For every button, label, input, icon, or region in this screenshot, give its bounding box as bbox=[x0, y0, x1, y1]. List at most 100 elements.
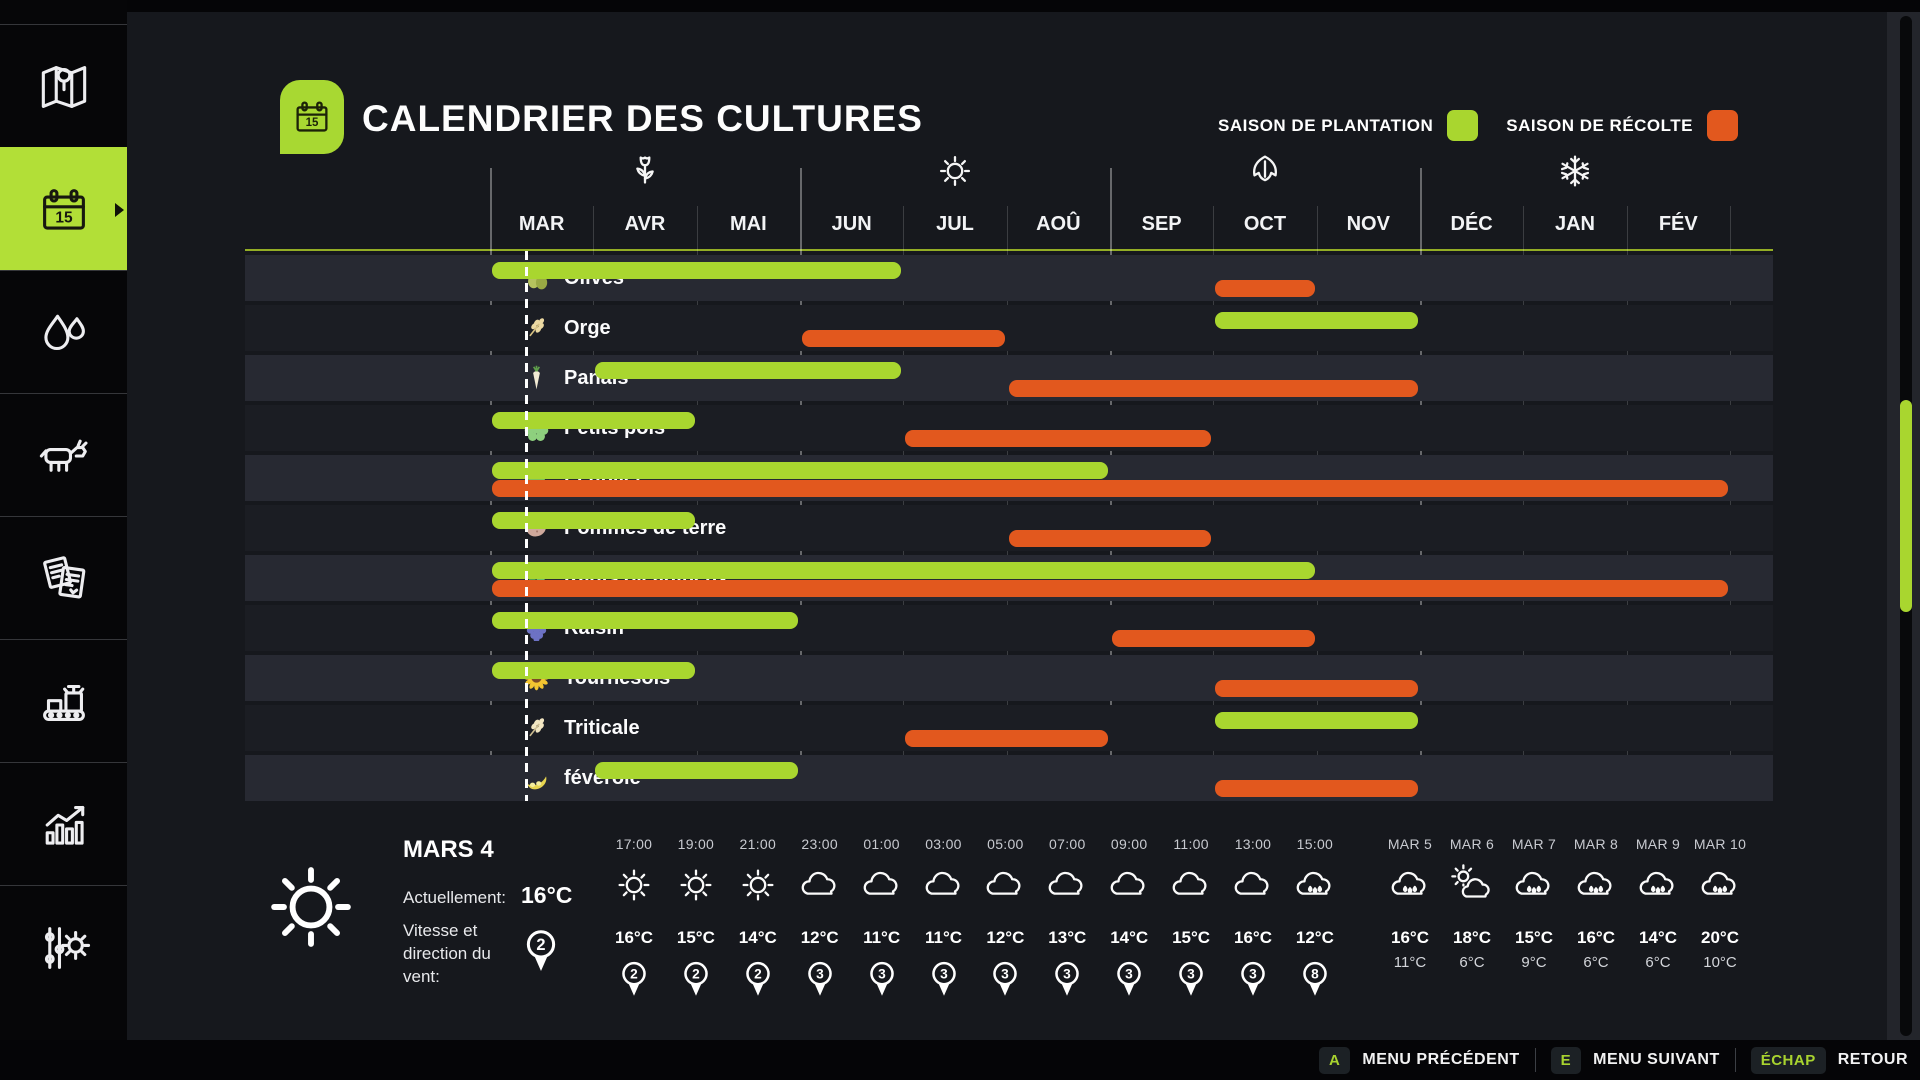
daily-low-mar-5: 11°C bbox=[1393, 954, 1427, 971]
plant-bar-tournesols bbox=[492, 662, 695, 679]
page-title: CALENDRIER DES CULTURES bbox=[362, 98, 923, 139]
autumn-leaf-icon bbox=[1242, 148, 1288, 194]
svg-text:15: 15 bbox=[55, 209, 73, 226]
harvest-color-swatch bbox=[1707, 110, 1738, 141]
daily-date-mar-9: MAR 9 bbox=[1635, 836, 1681, 852]
harvest-bar-olives bbox=[1215, 280, 1315, 297]
daily-date-mar-10: MAR 10 bbox=[1693, 836, 1747, 852]
crop-row-pommes-de-terre: Pommes de terre bbox=[245, 505, 1773, 551]
month-label-avr: AVR bbox=[624, 213, 666, 235]
svg-text:3: 3 bbox=[1249, 966, 1257, 981]
sidebar-item-contracts[interactable] bbox=[0, 516, 127, 640]
hourly-temp-05-00: 12°C bbox=[986, 928, 1025, 947]
svg-text:3: 3 bbox=[1063, 966, 1071, 981]
crop-row-raisin: Raisin bbox=[245, 605, 1773, 651]
hourly-time-23-00: 23:00 bbox=[801, 836, 838, 852]
hourly-weather-icon-sun-19-00 bbox=[673, 862, 719, 908]
plant-bar-radis-oleagineux bbox=[492, 562, 1315, 579]
header-underline bbox=[245, 249, 1773, 251]
calendar-icon: 15 bbox=[33, 179, 95, 241]
month-label-dec: DÉC bbox=[1450, 213, 1493, 235]
svg-text:2: 2 bbox=[754, 966, 762, 981]
svg-text:8: 8 bbox=[1311, 966, 1319, 981]
plant-bar-orge bbox=[1215, 312, 1418, 329]
hourly-wind-pin-11-00: 3 bbox=[1176, 960, 1206, 1000]
crop-icon-parsnip bbox=[523, 364, 550, 391]
sidebar-item-production[interactable] bbox=[0, 639, 127, 763]
legend-harvest-label: SAISON DE RÉCOLTE bbox=[1506, 115, 1693, 135]
svg-text:3: 3 bbox=[1125, 966, 1133, 981]
key-badge-echap: ÉCHAP bbox=[1750, 1046, 1826, 1074]
daily-date-mar-6: MAR 6 bbox=[1449, 836, 1495, 852]
daily-high-mar-9: 14°C bbox=[1639, 928, 1677, 947]
plant-bar-olives bbox=[492, 262, 902, 279]
sidebar-item-weather[interactable] bbox=[0, 270, 127, 394]
footer-separator bbox=[1534, 1048, 1536, 1072]
current-wind-direction-pin: 2 bbox=[523, 928, 559, 976]
daily-weather-icon-rain-mar-7 bbox=[1511, 862, 1557, 908]
hourly-wind-pin-07-00: 3 bbox=[1052, 960, 1082, 1000]
settings-icon bbox=[33, 917, 95, 979]
hourly-wind-pin-09-00: 3 bbox=[1114, 960, 1144, 1000]
month-label-jul: JUL bbox=[936, 213, 974, 235]
harvest-bar-triticale bbox=[905, 730, 1108, 747]
month-label-oct: OCT bbox=[1243, 213, 1287, 235]
hourly-weather-icon-cloud-11-00 bbox=[1168, 862, 1214, 908]
daily-high-mar-5: 16°C bbox=[1391, 928, 1429, 947]
menu-previous-button[interactable]: A MENU PRÉCÉDENT bbox=[1319, 1046, 1520, 1074]
daily-low-mar-10: 10°C bbox=[1703, 954, 1737, 971]
planting-color-swatch bbox=[1447, 110, 1479, 141]
hourly-wind-pin-13-00: 3 bbox=[1238, 960, 1268, 1000]
plant-bar-triticale bbox=[1215, 712, 1418, 729]
footer-separator bbox=[1734, 1048, 1736, 1072]
calendar-badge-glyph: 15 bbox=[289, 94, 335, 140]
back-button[interactable]: ÉCHAP RETOUR bbox=[1750, 1046, 1908, 1074]
daily-low-mar-8: 6°C bbox=[1583, 954, 1609, 971]
harvest-bar-petits-pois bbox=[905, 430, 1212, 447]
currently-label: Actuellement: bbox=[403, 888, 506, 907]
hourly-weather-icon-rain-15-00 bbox=[1292, 862, 1338, 908]
hourly-temp-03-00: 11°C bbox=[924, 928, 963, 947]
legend-planting-label: SAISON DE PLANTATION bbox=[1218, 115, 1434, 135]
hourly-weather-icon-cloud-09-00 bbox=[1106, 862, 1152, 908]
daily-weather-icon-rain-mar-8 bbox=[1573, 862, 1619, 908]
hourly-time-11-00: 11:00 bbox=[1173, 836, 1209, 852]
sidebar-item-map[interactable] bbox=[0, 24, 127, 148]
menu-next-button[interactable]: E MENU SUIVANT bbox=[1550, 1046, 1720, 1074]
key-badge-a: A bbox=[1319, 1046, 1351, 1074]
statistics-icon bbox=[33, 794, 95, 856]
hourly-time-09-00: 09:00 bbox=[1110, 836, 1148, 852]
crop-row-tournesols: Tournesols bbox=[245, 655, 1773, 701]
hourly-weather-icon-cloud-03-00 bbox=[921, 862, 967, 908]
month-label-aou: AOÛ bbox=[1036, 213, 1081, 235]
month-label-sep: SEP bbox=[1141, 213, 1182, 235]
scrollbar-thumb[interactable] bbox=[1900, 400, 1912, 612]
hourly-time-13-00: 13:00 bbox=[1234, 836, 1272, 852]
hourly-wind-pin-21-00: 2 bbox=[743, 960, 773, 1000]
daily-low-mar-6: 6°C bbox=[1459, 954, 1485, 971]
sidebar-item-calendar[interactable]: 15 bbox=[0, 147, 127, 271]
plant-bar-raisin bbox=[492, 612, 798, 629]
current-day-marker bbox=[525, 251, 528, 801]
harvest-bar-panais bbox=[1008, 380, 1418, 397]
hourly-time-19-00: 19:00 bbox=[677, 836, 715, 852]
production-icon bbox=[33, 671, 95, 733]
winter-snowflake-icon bbox=[1552, 148, 1598, 194]
hourly-wind-pin-01-00: 3 bbox=[867, 960, 897, 1000]
harvest-bar-tournesols bbox=[1215, 680, 1418, 697]
sidebar-item-animals[interactable] bbox=[0, 393, 127, 517]
grid-line-2 bbox=[696, 206, 698, 801]
sidebar-item-statistics[interactable] bbox=[0, 762, 127, 886]
svg-text:2: 2 bbox=[630, 966, 638, 981]
hourly-time-03-00: 03:00 bbox=[925, 836, 962, 852]
plant-bar-feverole bbox=[595, 762, 798, 779]
hourly-temp-09-00: 14°C bbox=[1110, 928, 1149, 947]
water-drops-icon bbox=[33, 302, 95, 364]
grid-line-4 bbox=[903, 206, 905, 801]
hourly-temp-11-00: 15°C bbox=[1172, 928, 1211, 947]
hourly-temp-01-00: 11°C bbox=[863, 928, 901, 947]
hourly-time-17-00: 17:00 bbox=[615, 836, 653, 852]
crop-label-triticale: Triticale bbox=[564, 717, 640, 739]
sidebar-item-settings[interactable] bbox=[0, 885, 127, 1009]
